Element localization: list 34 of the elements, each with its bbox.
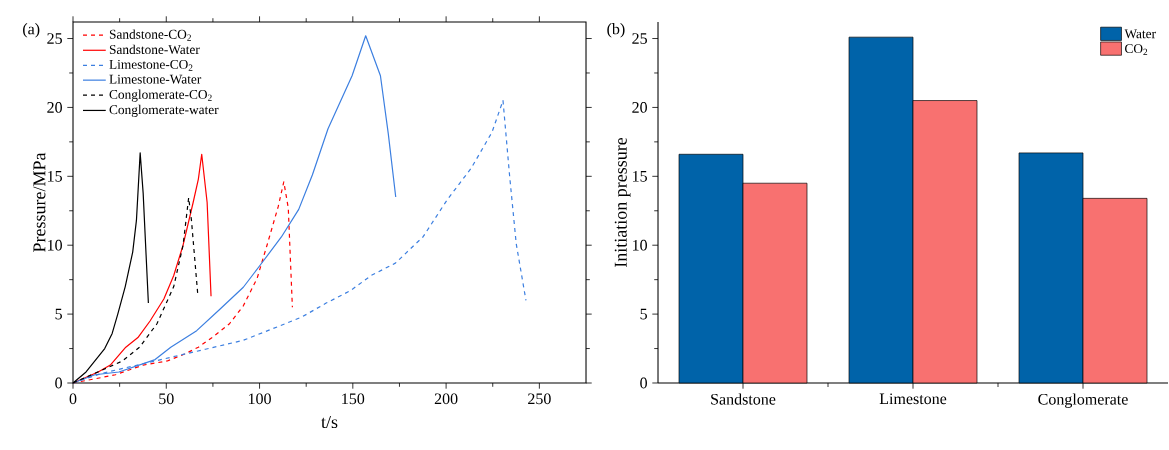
y-axis-title: Initiation pressure xyxy=(614,137,631,268)
y-tick-label: 5 xyxy=(640,308,647,320)
y-tick-label: 5 xyxy=(55,308,62,320)
x-tick-label: Limestone xyxy=(879,393,947,405)
y-tick-label: 0 xyxy=(55,377,62,389)
x-tick-label: 100 xyxy=(248,393,271,405)
y-tick-label: 0 xyxy=(640,377,647,389)
legend-label: Sandstone-Water xyxy=(109,44,200,55)
y-axis-title: Pressure/MPa xyxy=(33,152,46,252)
legend-label: Water xyxy=(1124,29,1156,39)
x-tick-label: 50 xyxy=(159,393,174,405)
x-axis-title: t/s xyxy=(321,416,338,429)
y-tick-label: 20 xyxy=(47,102,62,113)
y-tick-label: 25 xyxy=(47,33,62,44)
legend-label: Sandstone-CO$_{2}$ xyxy=(109,29,191,41)
y-tick-label: 15 xyxy=(633,170,647,182)
legend-label: Limestone-CO$_{2}$ xyxy=(109,59,193,71)
y-tick-label: 10 xyxy=(633,239,647,251)
x-tick-label: Conglomerate xyxy=(1038,393,1128,408)
x-tick-label: 150 xyxy=(342,393,365,405)
legend-label: Conglomerate-water xyxy=(109,104,219,117)
legend-label: Conglomerate-CO$_{2}$ xyxy=(109,89,212,102)
y-tick-label: 10 xyxy=(48,239,62,251)
x-tick-label: 0 xyxy=(69,393,77,405)
legend-label: Limestone-Water xyxy=(109,74,202,84)
text: (b) xyxy=(607,23,625,38)
x-tick-label: 250 xyxy=(528,393,551,405)
y-tick-label: 25 xyxy=(632,33,647,44)
x-tick-label: 200 xyxy=(434,393,458,405)
legend-label: CO$_{2}$ xyxy=(1125,44,1148,55)
text: (a) xyxy=(23,23,40,38)
x-tick-label: Sandstone xyxy=(711,393,776,405)
y-tick-label: 20 xyxy=(632,102,647,113)
y-tick-label: 15 xyxy=(48,170,62,182)
